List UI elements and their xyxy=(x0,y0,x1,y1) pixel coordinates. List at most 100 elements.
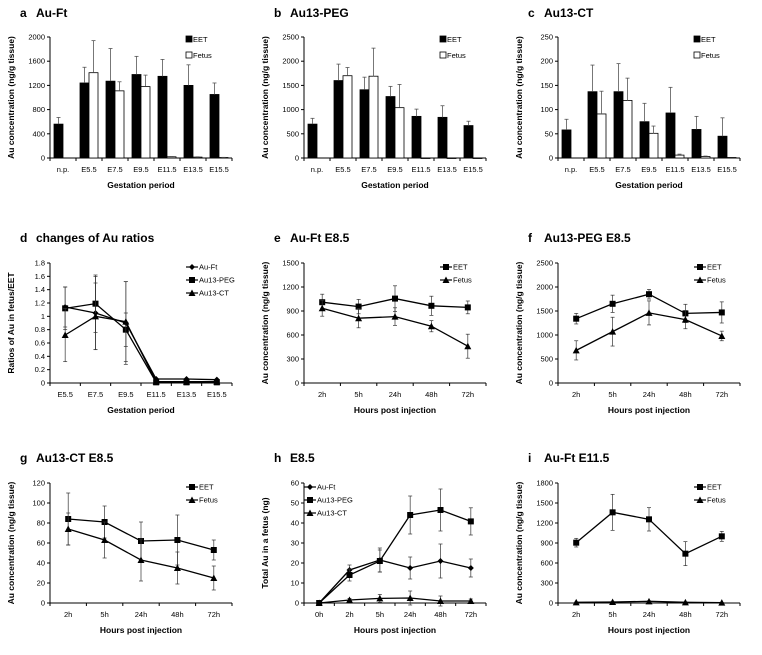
x-tick-label: 48h xyxy=(425,390,438,399)
bar-eet xyxy=(333,80,344,159)
y-tick-label: 40 xyxy=(37,559,45,568)
data-point xyxy=(92,312,99,320)
y-tick-label: 1200 xyxy=(282,283,299,292)
bar-fetus xyxy=(622,100,633,159)
y-tick-label: 250 xyxy=(540,33,553,42)
bar-eet xyxy=(587,91,598,159)
chart-panel-a: a Au-Ft 0 400 800 1200 1600 2000 n.p. E5.5 E7.5 E9.… xyxy=(0,0,254,210)
x-tick-label: 72h xyxy=(716,610,729,619)
chart-title: Au13-CT E8.5 xyxy=(36,451,114,465)
data-point xyxy=(346,596,353,603)
x-tick-label: 72h xyxy=(208,610,221,619)
legend-marker xyxy=(697,484,703,490)
data-point xyxy=(645,597,653,605)
chart-title: changes of Au ratios xyxy=(36,231,155,245)
legend-marker xyxy=(306,509,314,516)
y-axis-label: Au concentration (ng/g tissue) xyxy=(6,36,16,159)
legend-marker xyxy=(188,496,196,503)
y-tick-label: 20 xyxy=(37,579,45,588)
x-tick-label: E11.5 xyxy=(411,165,430,174)
bar-fetus xyxy=(674,154,685,159)
data-point xyxy=(609,328,617,335)
bar-eet xyxy=(105,80,116,159)
data-point xyxy=(64,525,72,532)
y-tick-label: 1500 xyxy=(282,81,299,90)
x-tick-label: E7.5 xyxy=(88,390,103,399)
y-tick-label: 1.2 xyxy=(35,299,45,308)
legend-label: EET xyxy=(193,35,208,44)
x-tick-label: E15.5 xyxy=(463,165,483,174)
data-point xyxy=(392,295,398,302)
bar-fetus xyxy=(700,156,711,159)
legend-swatch xyxy=(693,51,701,59)
legend-marker xyxy=(696,276,704,283)
series-fetus xyxy=(572,597,726,606)
bar-eet xyxy=(183,85,194,159)
chart-panel-c: c Au13-CT 0 50 100 150 200 250 n.p. E5.5 E7.5 E9.5 E… xyxy=(508,0,762,210)
x-tick-label: E15.5 xyxy=(209,165,229,174)
chart-title: Au-Ft E8.5 xyxy=(290,231,350,245)
y-axis-label: Au concentration (ng/g tissue) xyxy=(514,481,524,604)
bar-fetus xyxy=(114,90,125,159)
panel-letter: d xyxy=(20,231,27,245)
y-tick-label: 30 xyxy=(291,539,299,548)
chart-title: Au13-CT xyxy=(544,6,594,20)
data-point xyxy=(645,309,653,316)
data-point xyxy=(467,565,474,571)
data-point xyxy=(183,378,190,385)
data-point xyxy=(428,302,435,309)
chart-panel-h: h E8.5 0 10 20 30 40 50 60 0h 2h 5h 24h 48h 72h Hours p… xyxy=(254,440,508,650)
data-point xyxy=(61,331,69,338)
legend-label: EET xyxy=(701,35,716,44)
x-tick-label: 24h xyxy=(643,610,656,619)
series-line xyxy=(65,302,217,383)
y-tick-label: 0 xyxy=(549,599,553,608)
y-tick-label: 100 xyxy=(32,499,45,508)
y-tick-label: 600 xyxy=(540,559,553,568)
series-line xyxy=(318,559,471,604)
data-point xyxy=(137,556,145,563)
legend-label: EET xyxy=(199,483,214,492)
legend-label: Fetus xyxy=(447,51,466,60)
data-point xyxy=(210,574,218,581)
chart-panel-g: g Au13-CT E8.5 0 20 40 60 80 100 120 2h 5h 24h 48h 72… xyxy=(0,440,254,650)
x-tick-label: 48h xyxy=(171,610,184,619)
y-axis-label: Total Au in a fetus (ng) xyxy=(260,497,270,588)
x-tick-label: 2h xyxy=(318,390,326,399)
series-line xyxy=(318,509,472,604)
x-tick-label: E11.5 xyxy=(147,390,166,399)
chart-svg-c: c Au13-CT 0 50 100 150 200 250 n.p. E5.5 E7.5 E9.5 E… xyxy=(514,6,741,190)
chart-title: Au-Ft E11.5 xyxy=(544,451,610,465)
y-tick-label: 1500 xyxy=(536,307,553,316)
data-point xyxy=(573,539,580,546)
bar-fetus xyxy=(342,75,353,159)
y-tick-label: 1200 xyxy=(28,81,45,90)
chart-svg-b: b Au13-PEG 0 500 1000 1500 2000 2500 n.p. E5.5 E7.… xyxy=(260,6,487,190)
y-tick-label: 2000 xyxy=(28,33,45,42)
x-tick-label: E13.5 xyxy=(183,165,203,174)
bar-fetus xyxy=(472,157,483,159)
series-fetus xyxy=(572,300,726,361)
x-axis-label: Hours post injection xyxy=(608,405,690,415)
y-tick-label: 0 xyxy=(41,379,45,388)
x-axis-label: Hours post injection xyxy=(354,625,436,635)
x-tick-label: 72h xyxy=(465,610,478,619)
legend-label: Au-Ft xyxy=(317,483,336,492)
x-tick-label: E15.5 xyxy=(207,390,227,399)
y-tick-label: 80 xyxy=(37,519,45,528)
y-tick-label: 0.2 xyxy=(35,365,45,374)
x-tick-label: 2h xyxy=(64,610,72,619)
x-tick-label: 24h xyxy=(135,610,148,619)
data-point xyxy=(173,564,181,571)
data-point xyxy=(437,558,444,564)
y-tick-label: 0 xyxy=(295,154,299,163)
panel-letter: h xyxy=(274,451,281,465)
x-tick-label: 2h xyxy=(345,610,353,619)
x-tick-label: 2h xyxy=(572,390,580,399)
x-tick-label: 5h xyxy=(376,610,384,619)
legend-label: EET xyxy=(707,263,722,272)
panel-letter: c xyxy=(528,6,535,20)
legend-marker xyxy=(307,497,313,503)
bar-eet xyxy=(79,82,90,159)
